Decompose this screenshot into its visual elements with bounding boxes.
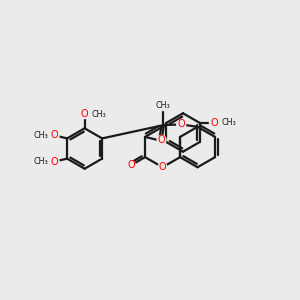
Text: CH₃: CH₃ xyxy=(155,101,170,110)
Circle shape xyxy=(50,157,59,166)
Circle shape xyxy=(126,161,135,170)
Circle shape xyxy=(50,131,59,140)
Text: O: O xyxy=(81,109,88,119)
Text: CH₃: CH₃ xyxy=(34,131,49,140)
Text: O: O xyxy=(51,130,58,140)
Text: O: O xyxy=(127,160,135,170)
Text: O: O xyxy=(158,135,165,145)
Text: CH₃: CH₃ xyxy=(221,118,236,127)
Circle shape xyxy=(209,118,218,127)
Circle shape xyxy=(158,163,167,172)
Circle shape xyxy=(80,110,89,118)
Text: O: O xyxy=(159,162,167,172)
Circle shape xyxy=(157,135,166,144)
Circle shape xyxy=(177,120,186,129)
Text: O: O xyxy=(51,157,58,166)
Text: O: O xyxy=(177,119,185,129)
Text: CH₃: CH₃ xyxy=(91,110,106,118)
Text: CH₃: CH₃ xyxy=(34,157,49,166)
Text: O: O xyxy=(210,118,218,128)
